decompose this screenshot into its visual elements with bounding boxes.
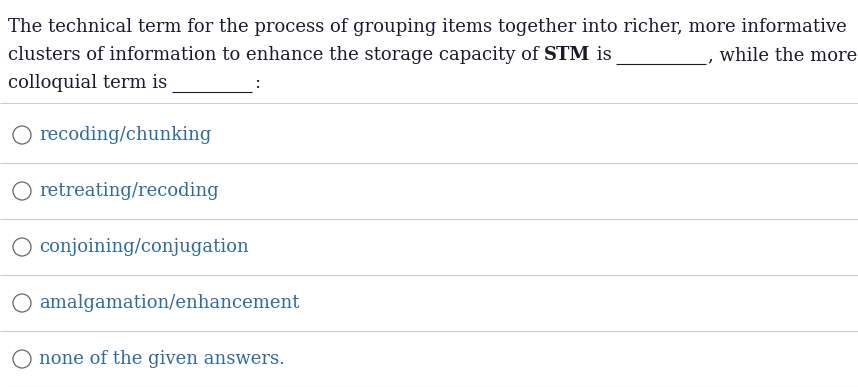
- Text: none of the given answers.: none of the given answers.: [39, 350, 285, 368]
- Text: :: :: [254, 74, 260, 92]
- Text: The technical term for the process of grouping items together into richer, more : The technical term for the process of gr…: [8, 18, 847, 36]
- Text: colloquial term is: colloquial term is: [8, 74, 167, 92]
- Text: is: is: [590, 46, 612, 64]
- Text: clusters of information to enhance the storage capacity of: clusters of information to enhance the s…: [8, 46, 544, 64]
- Text: STM: STM: [544, 46, 590, 64]
- Text: amalgamation/enhancement: amalgamation/enhancement: [39, 294, 299, 312]
- Text: conjoining/conjugation: conjoining/conjugation: [39, 238, 249, 256]
- Text: retreating/recoding: retreating/recoding: [39, 182, 219, 200]
- Text: , while the more: , while the more: [709, 46, 858, 64]
- Text: recoding/chunking: recoding/chunking: [39, 126, 211, 144]
